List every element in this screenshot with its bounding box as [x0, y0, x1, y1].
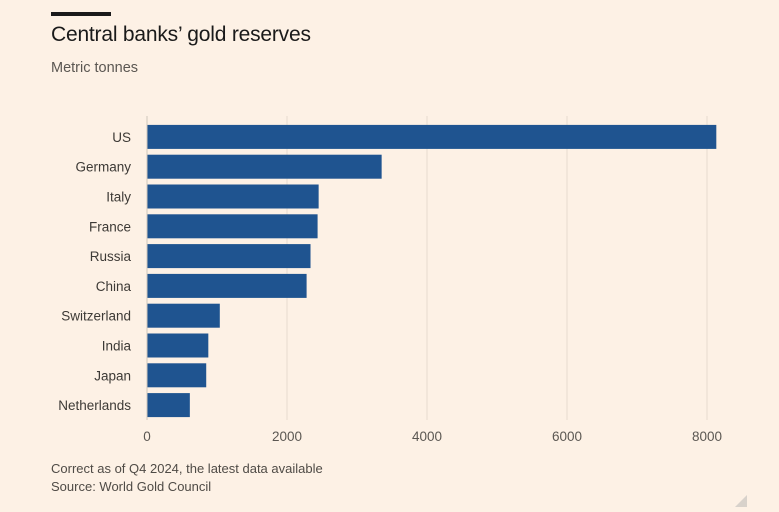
category-label: Russia — [90, 249, 132, 264]
chart-title: Central banks’ gold reserves — [51, 23, 311, 46]
bar — [147, 273, 307, 298]
resize-grip-icon[interactable] — [735, 495, 747, 507]
bar — [147, 244, 311, 269]
category-label: India — [102, 339, 132, 354]
bar — [147, 214, 318, 239]
x-tick-label: 8000 — [692, 429, 722, 444]
data-note: Correct as of Q4 2024, the latest data a… — [51, 461, 323, 476]
category-label: Italy — [106, 190, 131, 205]
source-note: Source: World Gold Council — [51, 479, 212, 494]
category-label: Germany — [75, 160, 131, 175]
x-tick-label: 2000 — [272, 429, 302, 444]
category-label: Netherlands — [58, 398, 131, 413]
chart-subtitle: Metric tonnes — [51, 60, 139, 76]
category-label: Japan — [94, 368, 131, 383]
category-label: Switzerland — [61, 309, 131, 324]
bar — [147, 393, 190, 418]
bar — [147, 303, 220, 328]
x-tick-label: 6000 — [552, 429, 582, 444]
title-rule — [51, 12, 111, 16]
bar — [147, 124, 717, 149]
category-label: France — [89, 219, 131, 234]
bar — [147, 363, 207, 388]
bar — [147, 184, 319, 209]
category-label: China — [96, 279, 132, 294]
category-label: US — [112, 130, 131, 145]
x-tick-label: 0 — [143, 429, 151, 444]
bar — [147, 154, 382, 179]
bar — [147, 333, 209, 358]
x-tick-label: 4000 — [412, 429, 442, 444]
